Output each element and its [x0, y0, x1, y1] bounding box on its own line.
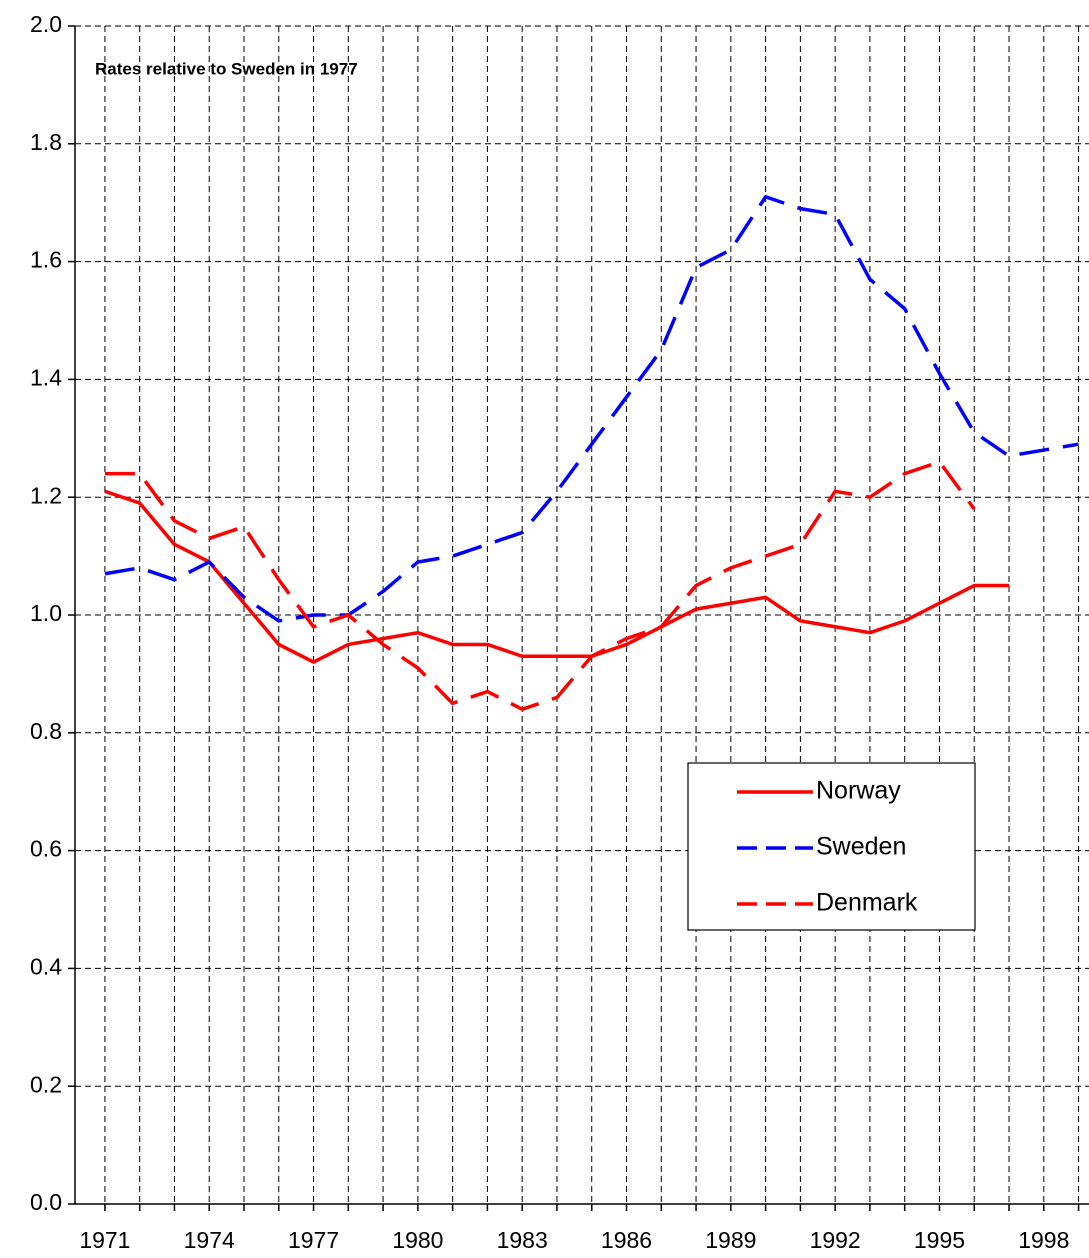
- x-tick-label: 1977: [288, 1227, 339, 1253]
- x-tick-label: 1992: [810, 1227, 861, 1253]
- y-tick-label: 1.4: [30, 364, 62, 390]
- x-tick-label: 1974: [184, 1227, 235, 1253]
- legend-label: Denmark: [816, 889, 918, 917]
- y-tick-label: 1.6: [30, 247, 62, 273]
- y-tick-label: 1.0: [30, 600, 62, 626]
- series-line: [104, 195, 1079, 623]
- y-tick-label: 0.2: [30, 1071, 62, 1097]
- legend-label: Norway: [816, 777, 901, 805]
- x-tick-label: 1980: [392, 1227, 443, 1253]
- x-tick-label: 1995: [914, 1227, 965, 1253]
- legend-label: Sweden: [816, 833, 906, 861]
- series-line: [104, 489, 1010, 664]
- legend-box: [687, 762, 976, 931]
- y-tick-label: 0.6: [30, 836, 62, 862]
- y-tick-label: 0.0: [30, 1189, 62, 1215]
- x-tick-label: 1989: [705, 1227, 756, 1253]
- y-tick-label: 0.4: [30, 953, 62, 979]
- y-tick-label: 1.2: [30, 482, 62, 508]
- x-tick-label: 1971: [79, 1227, 130, 1253]
- y-tick-label: 2.0: [30, 11, 62, 37]
- annotation: Rates relative to Sweden in 1977: [95, 59, 358, 78]
- series-line: [104, 460, 976, 711]
- legend: Norway Sweden Denmark: [687, 762, 976, 931]
- x-tick-label: 1986: [601, 1227, 652, 1253]
- x-tick-label: 1998: [1018, 1227, 1069, 1253]
- y-tick-label: 1.8: [30, 129, 62, 155]
- x-tick-label: 1983: [497, 1227, 548, 1253]
- y-tick-label: 0.8: [30, 718, 62, 744]
